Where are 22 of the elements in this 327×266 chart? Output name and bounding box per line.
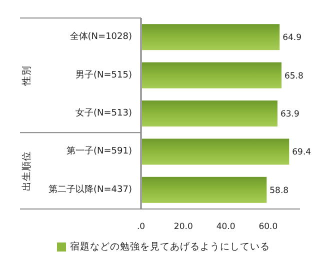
y-tick-label: 男子(N=515) [76,69,132,80]
bar [142,138,290,165]
data-label: 65.8 [284,71,304,82]
y-tick-label: 全体(N=1028) [70,31,132,42]
text: 出生順位 [20,150,32,191]
bar [142,24,280,50]
bar [142,176,267,203]
legend-label: 宿題などの勉強を見てあげるようにしている [70,240,270,252]
data-label: 69.4 [292,148,312,158]
text: 性別 [20,65,32,86]
bar [142,62,282,88]
bar [142,100,278,126]
data-label: 58.8 [270,186,289,196]
data-label: 64.9 [282,33,302,44]
y-tick-label: 第二子以降(N=437) [48,184,132,195]
y-tick-label: 女子(N=513) [76,108,132,118]
x-tick-label: .0 [136,222,146,232]
x-tick-label: 60.0 [258,222,278,232]
x-tick-label: 20.0 [174,222,193,232]
y-tick-label: 第一子(N=591) [66,146,132,157]
x-tick-label: 40.0 [216,222,236,232]
data-label: 63.9 [280,110,300,120]
